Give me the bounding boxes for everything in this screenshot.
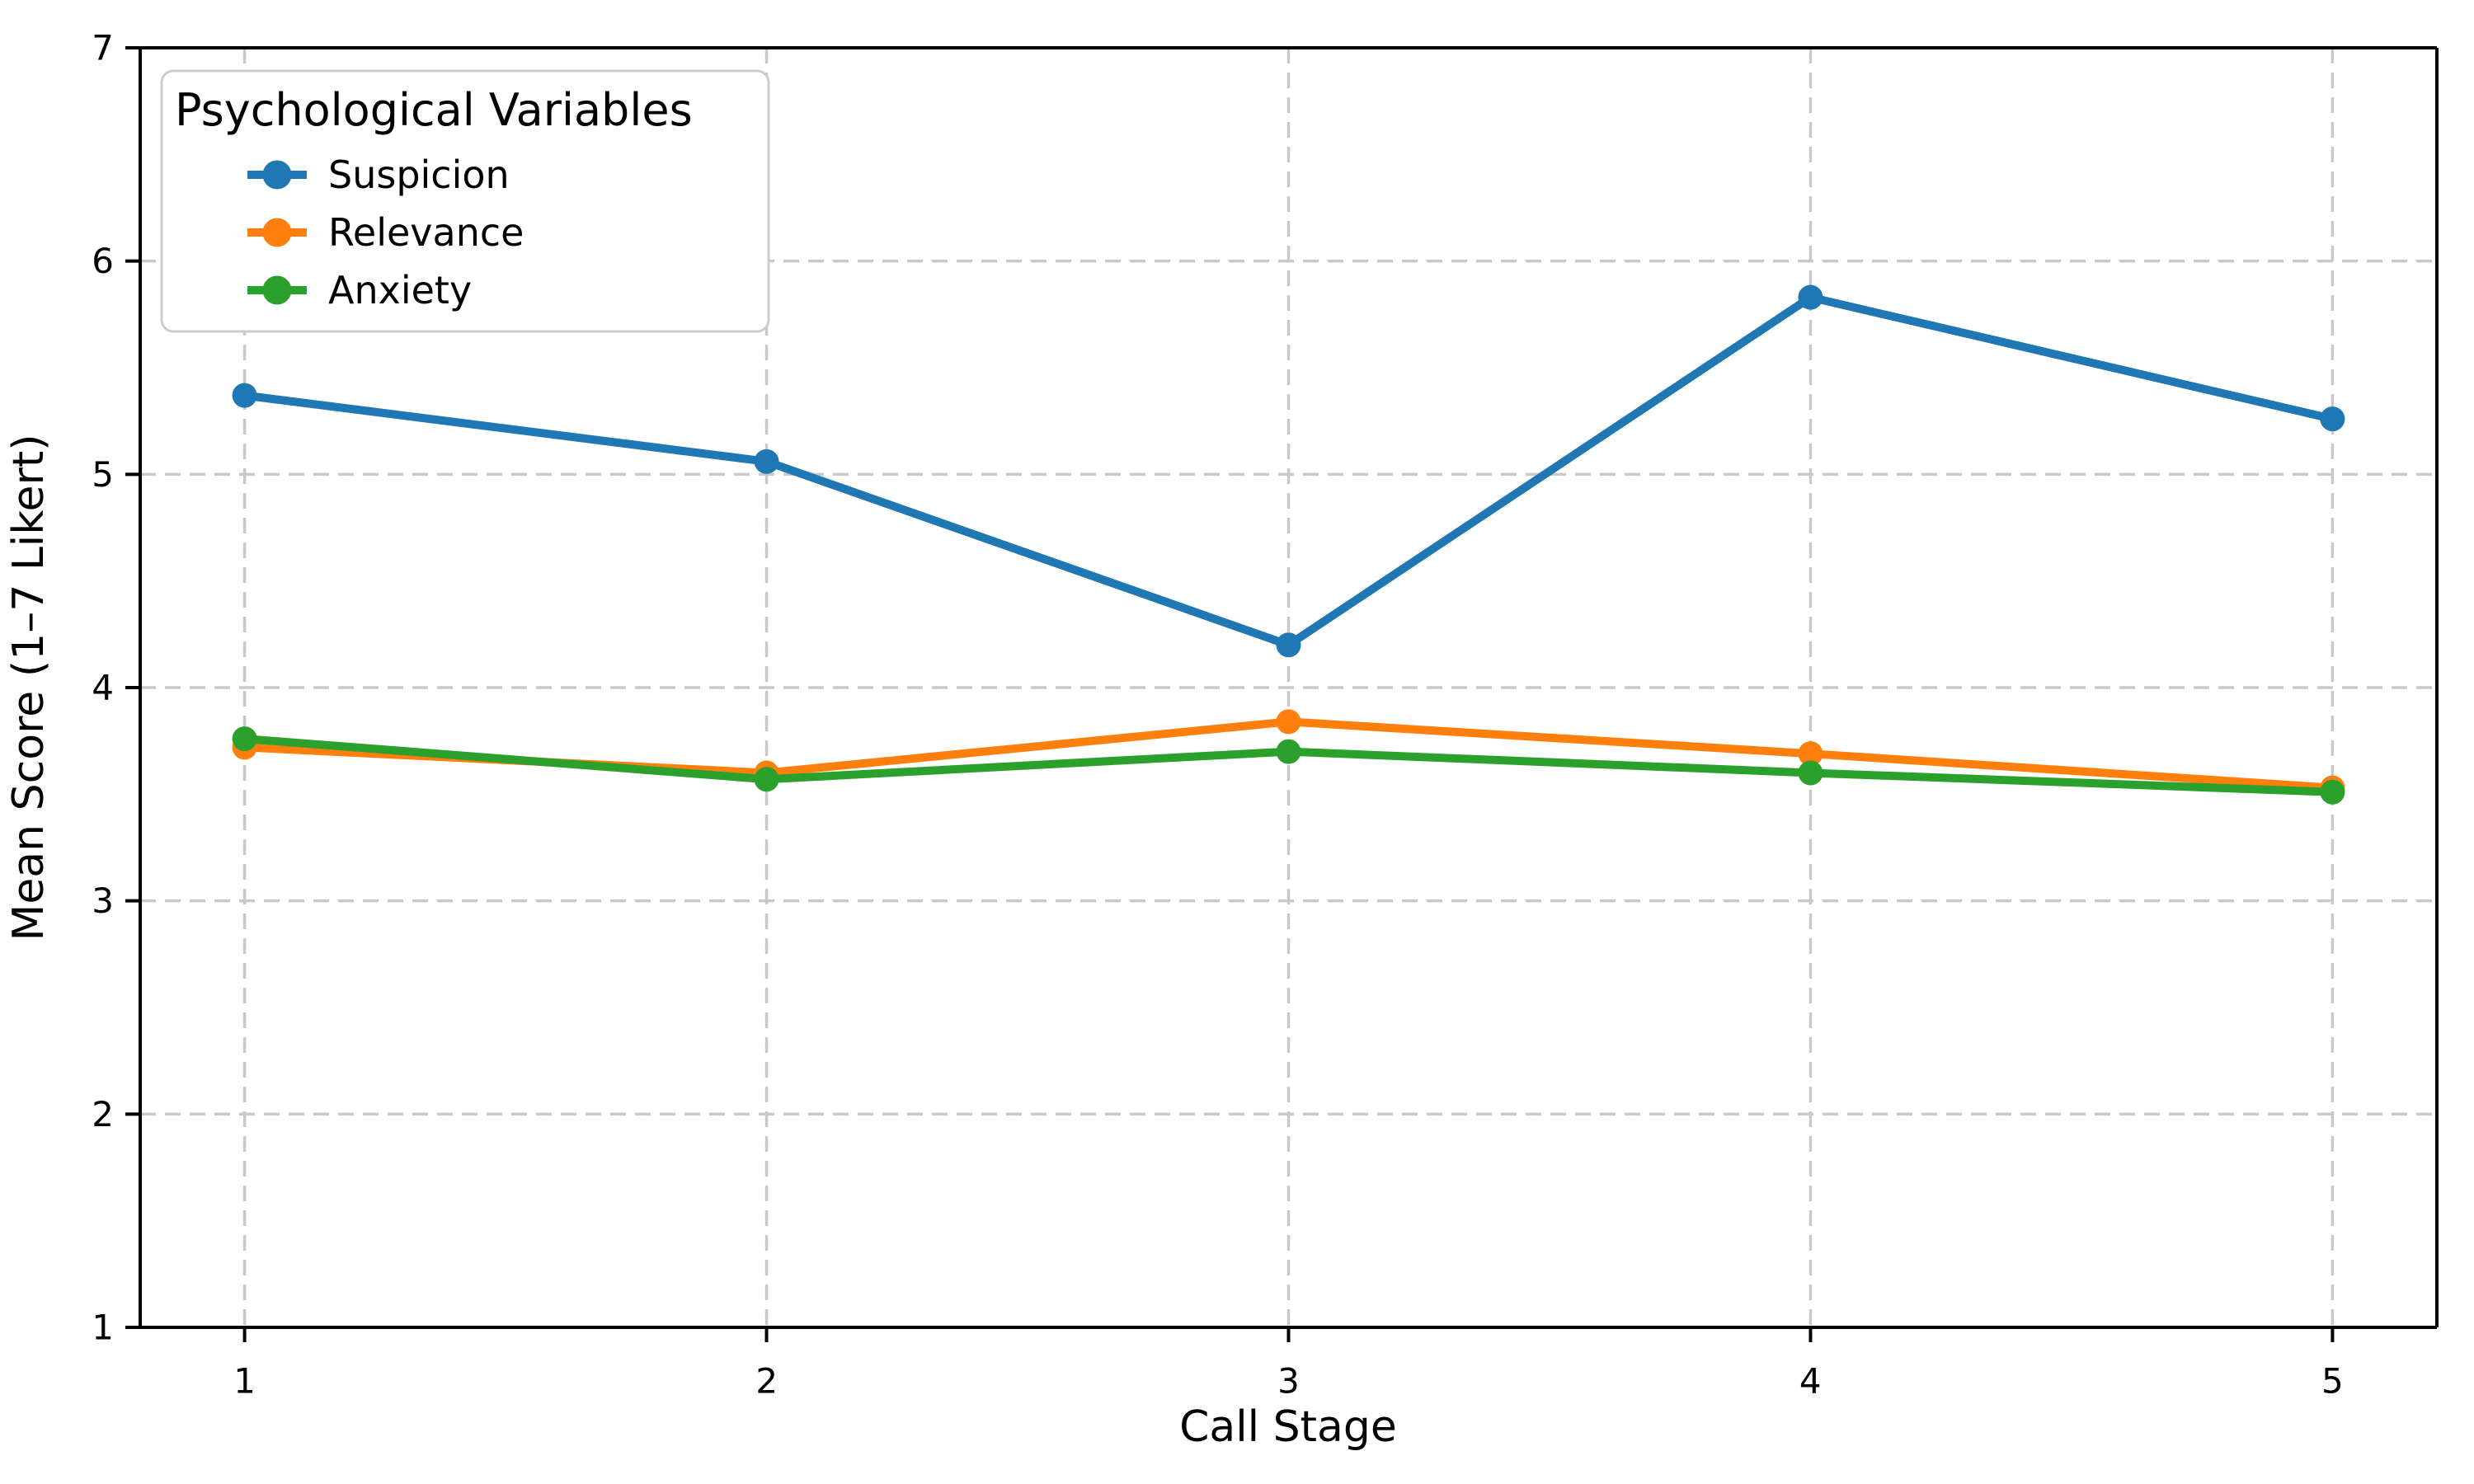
data-point-suspicion-stage1 [232, 383, 257, 408]
legend-item-relevance: Relevance [247, 210, 524, 255]
y-tick-2: 2 [92, 1094, 114, 1134]
legend-item-anxiety: Anxiety [247, 268, 472, 312]
data-point-anxiety-stage2 [754, 767, 779, 792]
x-tick-3: 3 [1277, 1361, 1300, 1402]
legend-marker-anxiety-icon [262, 275, 292, 305]
data-point-relevance-stage4 [1798, 741, 1823, 767]
y-tick-3: 3 [92, 881, 114, 921]
data-point-suspicion-stage3 [1276, 632, 1301, 658]
y-axis-label: Mean Score (1–7 Likert) [4, 434, 54, 941]
data-point-suspicion-stage5 [2320, 406, 2345, 432]
x-tick-1: 1 [233, 1361, 256, 1402]
x-tick-5: 5 [2321, 1361, 2344, 1402]
legend-marker-suspicion-icon [262, 160, 292, 190]
legend-title: Psychological Variables [175, 84, 693, 136]
data-point-anxiety-stage4 [1798, 760, 1823, 786]
data-point-anxiety-stage5 [2320, 779, 2345, 805]
tick-marks [125, 46, 2335, 1342]
series-lines [232, 284, 2345, 805]
y-tick-1: 1 [92, 1308, 114, 1348]
legend-box [160, 69, 770, 333]
x-tick-labels: 1 2 3 4 5 [233, 1361, 2344, 1402]
data-point-anxiety-stage3 [1276, 739, 1301, 764]
y-tick-labels: 7 6 5 4 3 2 1 [92, 28, 114, 1348]
x-tick-4: 4 [1799, 1361, 1822, 1402]
legend-item-label: Anxiety [328, 268, 472, 312]
y-tick-5: 5 [92, 454, 114, 495]
legend-item-suspicion: Suspicion [247, 153, 510, 197]
data-point-anxiety-stage1 [232, 726, 257, 752]
data-point-suspicion-stage4 [1798, 284, 1823, 310]
legend: Psychological Variables Suspicion Releva… [160, 69, 770, 333]
x-tick-2: 2 [755, 1361, 778, 1402]
data-point-suspicion-stage2 [754, 448, 779, 474]
legend-item-label: Suspicion [328, 153, 510, 197]
legend-marker-relevance-icon [262, 218, 292, 247]
y-tick-4: 4 [92, 668, 114, 708]
x-axis-label: Call Stage [1179, 1402, 1397, 1452]
legend-item-label: Relevance [328, 210, 524, 255]
data-point-relevance-stage3 [1276, 709, 1301, 735]
y-tick-7: 7 [92, 28, 114, 68]
y-tick-6: 6 [92, 241, 114, 281]
